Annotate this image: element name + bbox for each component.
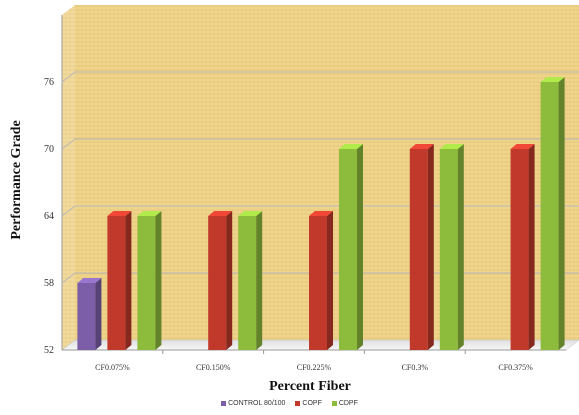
bar (107, 211, 132, 350)
y-tick-label: 76 (44, 77, 54, 88)
bar (409, 144, 434, 350)
bar (208, 211, 233, 350)
y-tick-label: 64 (44, 211, 54, 222)
legend-swatch-control (221, 401, 227, 406)
x-tick-labels: CF0.075% CF0.150% CF0.225% CF0.3% CF0.375% (95, 350, 533, 372)
x-axis-title: Percent Fiber (269, 379, 351, 394)
bar (439, 144, 464, 350)
y-tick-label: 58 (44, 278, 54, 289)
x-tick-label: CF0.375% (498, 363, 533, 372)
legend-label-control: CONTROL 80/100 (228, 400, 286, 407)
plot-side-wall (62, 5, 75, 350)
bar (238, 211, 263, 350)
legend-item-copf: COPF (295, 400, 322, 407)
x-tick-label: CF0.075% (95, 363, 130, 372)
gridline (61, 138, 579, 150)
y-axis-title: Performance Grade (9, 120, 24, 239)
x-tick-label: CF0.3% (402, 363, 429, 372)
legend-item-cdpf: CDPF (331, 400, 358, 407)
x-tick-label: CF0.150% (196, 363, 231, 372)
bar (339, 144, 363, 350)
bars (77, 77, 565, 350)
bar (540, 77, 565, 350)
bar (510, 144, 535, 350)
legend: CONTROL 80/100 COPF CDPF (0, 400, 579, 407)
bar (137, 211, 162, 350)
x-tick-label: CF0.225% (297, 363, 332, 372)
y-tick-label: 52 (44, 345, 54, 356)
legend-swatch-copf (295, 401, 301, 406)
gridline (61, 71, 579, 83)
legend-item-control: CONTROL 80/100 (221, 400, 285, 407)
legend-label-cdpf: CDPF (338, 400, 358, 407)
legend-swatch-cdpf (331, 401, 337, 406)
legend-label-copf: COPF (302, 400, 322, 407)
y-tick-label: 70 (44, 144, 54, 155)
bar (77, 278, 102, 350)
y-tick-labels: 52 58 64 70 76 (44, 77, 54, 356)
bar (309, 211, 333, 350)
